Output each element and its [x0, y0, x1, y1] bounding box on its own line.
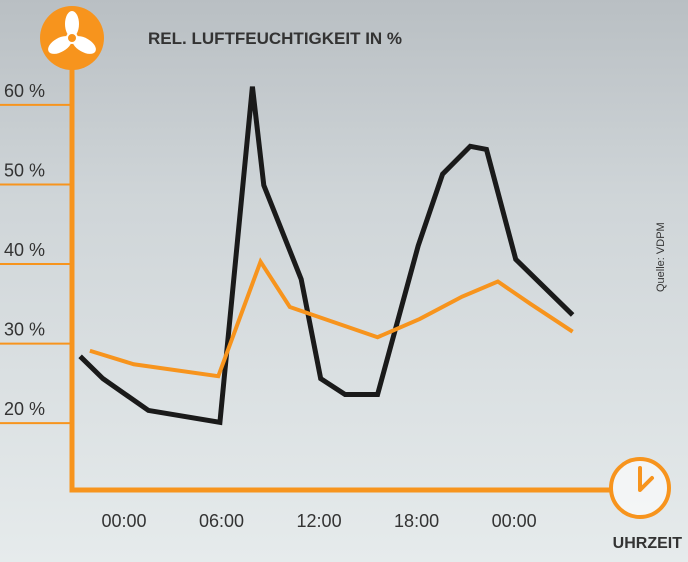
x-tick-label: 06:00	[199, 511, 244, 531]
x-tick-label: 00:00	[101, 511, 146, 531]
y-tick-label: 50 %	[4, 160, 45, 180]
x-tick-label: 12:00	[297, 511, 342, 531]
x-axis-label: UHRZEIT	[613, 535, 683, 552]
y-tick-label: 30 %	[4, 320, 45, 340]
y-tick-label: 60 %	[4, 81, 45, 101]
page: REL. LUFTFEUCHTIGKEIT IN % UHRZEIT Quell…	[0, 0, 688, 562]
y-tick-label: 20 %	[4, 399, 45, 419]
source: Quelle: VDPM	[655, 222, 667, 292]
x-tick-label: 18:00	[394, 511, 439, 531]
chart: REL. LUFTFEUCHTIGKEIT IN % UHRZEIT Quell…	[0, 0, 688, 562]
background	[0, 0, 688, 562]
chart-title: REL. LUFTFEUCHTIGKEIT IN %	[148, 29, 402, 48]
x-tick-label: 00:00	[492, 511, 537, 531]
clock-icon	[611, 459, 669, 517]
y-tick-label: 40 %	[4, 240, 45, 260]
fan-icon	[40, 6, 104, 70]
